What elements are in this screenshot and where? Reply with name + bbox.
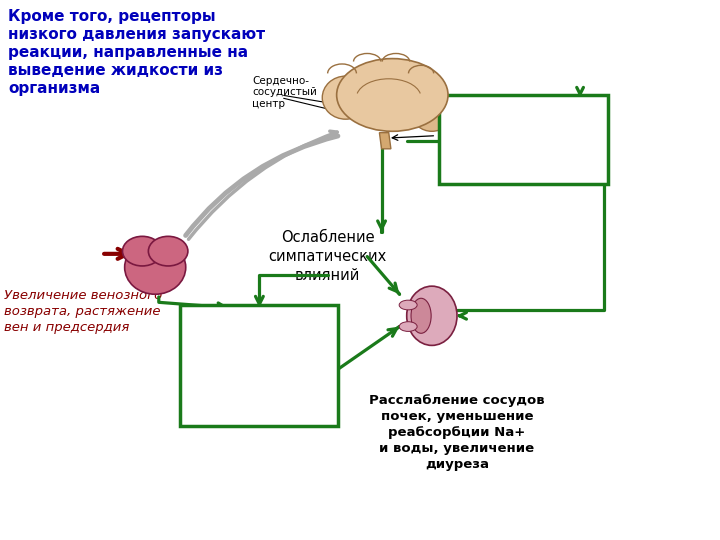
Text: Снижение
секреции
вазопрессина: Снижение секреции вазопрессина bbox=[463, 113, 584, 165]
Text: Кроме того, рецепторы
низкого давления запускают
реакции, направленные на
выведе: Кроме того, рецепторы низкого давления з… bbox=[8, 9, 265, 96]
Ellipse shape bbox=[125, 240, 186, 294]
Ellipse shape bbox=[411, 298, 431, 333]
Ellipse shape bbox=[399, 322, 417, 332]
Text: Расслабление сосудов
почек, уменьшение
реабсорбции Na+
и воды, увеличение
диурез: Расслабление сосудов почек, уменьшение р… bbox=[369, 394, 545, 471]
FancyBboxPatch shape bbox=[439, 95, 608, 184]
Ellipse shape bbox=[337, 59, 448, 131]
Text: Увеличение венозного
возврата, растяжение
вен и предсердия: Увеличение венозного возврата, растяжени… bbox=[4, 289, 163, 334]
FancyBboxPatch shape bbox=[180, 305, 338, 426]
Text: Сердечно-
сосудистый
центр: Сердечно- сосудистый центр bbox=[252, 76, 317, 109]
Ellipse shape bbox=[412, 96, 451, 131]
Text: Увеличение
секреции
предсердного
Na+-уретического
гормона: Увеличение секреции предсердного Na+-уре… bbox=[189, 327, 330, 404]
Ellipse shape bbox=[399, 300, 417, 310]
Polygon shape bbox=[379, 133, 391, 149]
Ellipse shape bbox=[122, 237, 162, 266]
Ellipse shape bbox=[407, 286, 457, 346]
Ellipse shape bbox=[323, 76, 369, 119]
Text: Ослабление
симпатических
влияний: Ослабление симпатических влияний bbox=[269, 231, 387, 282]
Text: Гипофиз: Гипофиз bbox=[392, 129, 490, 140]
Ellipse shape bbox=[148, 237, 188, 266]
